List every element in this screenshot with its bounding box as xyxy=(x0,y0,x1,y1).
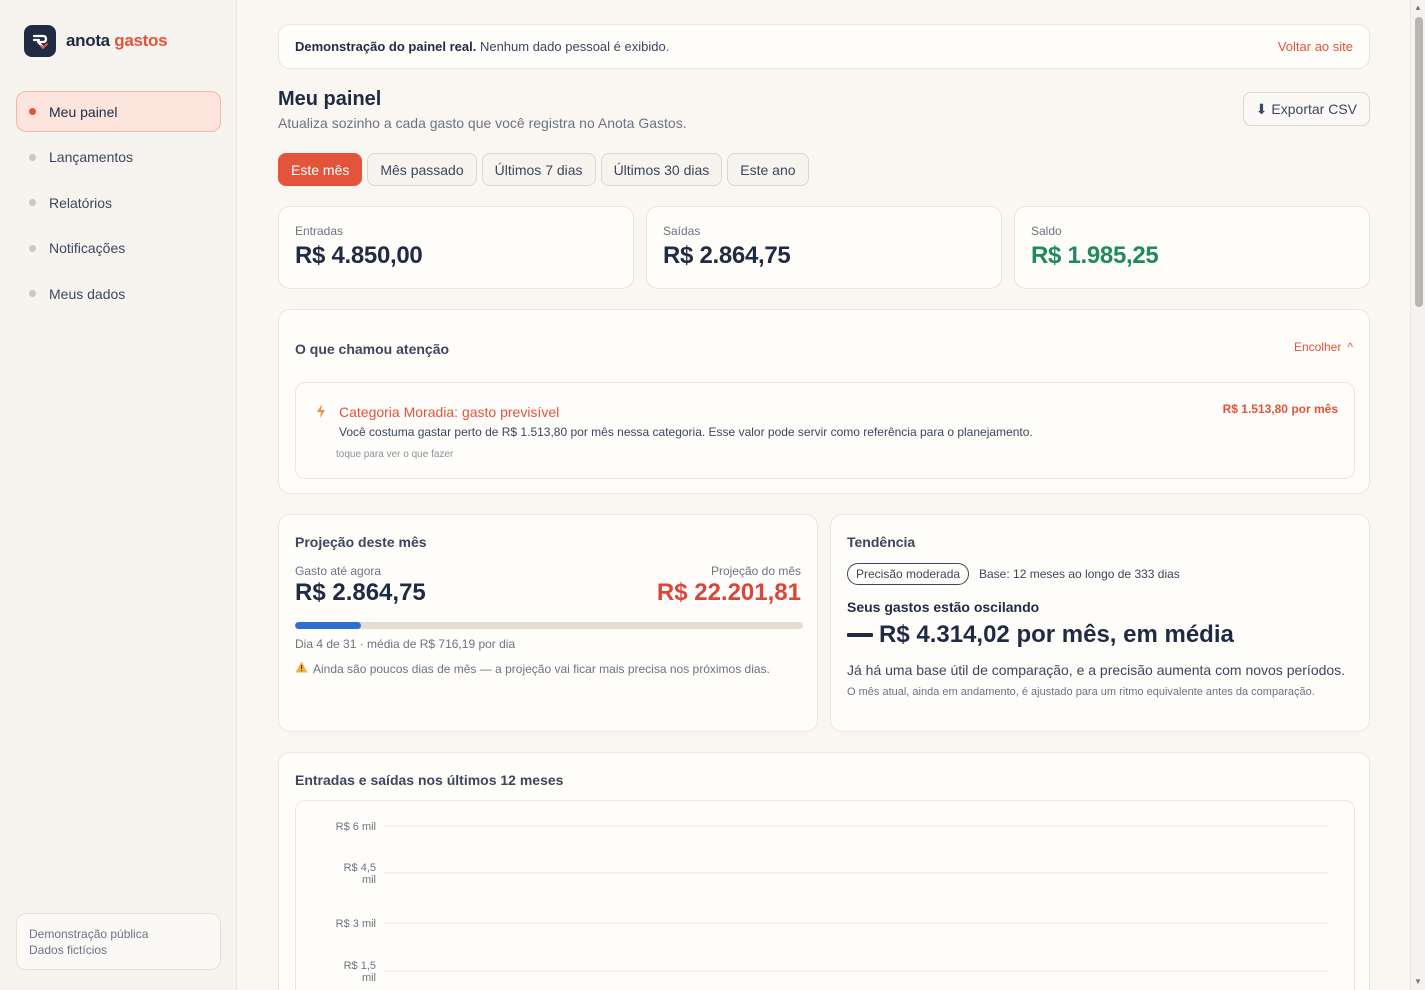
spent-so-far-value: R$ 2.864,75 xyxy=(295,579,426,606)
flat-trend-icon xyxy=(847,633,873,637)
period-tabs: Este mês Mês passado Últimos 7 dias Últi… xyxy=(278,153,809,186)
chart-svg: R$ 6 mil R$ 4,5 mil R$ 3 mil R$ 1,5 mil xyxy=(336,821,1328,984)
scroll-down-icon[interactable]: ▼ xyxy=(1414,977,1422,986)
attention-title: O que chamou atenção xyxy=(295,341,450,357)
sidebar: anota gastos Meu painel Lançamentos Rela… xyxy=(0,0,237,990)
collapse-button[interactable]: Encolher ^ xyxy=(1294,340,1353,354)
trend-base-info: Base: 12 meses ao longo de 333 dias xyxy=(979,567,1180,581)
sidebar-item-label: Meus dados xyxy=(49,285,126,302)
income-label: Entradas xyxy=(295,224,344,238)
sidebar-item-label: Notificações xyxy=(49,240,126,256)
attention-section: O que chamou atenção Encolher ^ Categori… xyxy=(278,309,1370,494)
nav-dot-icon xyxy=(29,199,36,206)
sidebar-item-meus-dados[interactable]: Meus dados xyxy=(16,273,221,314)
warning-icon xyxy=(295,661,308,676)
y-tick-label: R$ 6 mil xyxy=(336,821,376,833)
trend-average: R$ 4.314,02 por mês, em média xyxy=(847,621,1234,649)
precision-badge: Precisão moderada xyxy=(847,563,970,585)
y-tick-label: R$ 3 mil xyxy=(336,918,376,930)
warning-text: Ainda são poucos dias de mês — a projeçã… xyxy=(313,661,770,676)
nav-dot-icon xyxy=(29,153,36,161)
projection-info: Dia 4 de 31 · média de R$ 716,19 por dia xyxy=(295,637,516,651)
insight-hint: toque para ver o que fazer xyxy=(336,449,454,460)
spent-so-far-label: Gasto até agora xyxy=(295,564,382,578)
income-card: Entradas R$ 4.850,00 xyxy=(278,206,634,289)
balance-card: Saldo R$ 1.985,25 xyxy=(1014,206,1370,289)
demo-notice-line2: Dados fictícios xyxy=(29,943,108,957)
brand-logo-icon xyxy=(24,25,56,57)
demo-banner-text: Demonstração do painel real. Nenhum dado… xyxy=(295,39,669,54)
demo-banner-desc: Nenhum dado pessoal é exibido. xyxy=(476,39,670,54)
tab-este-mes[interactable]: Este mês xyxy=(278,153,363,186)
nav-dot-icon xyxy=(29,108,36,115)
sidebar-item-label: Meu painel xyxy=(49,103,118,120)
projection-title: Projeção deste mês xyxy=(295,534,427,550)
tab-este-ano[interactable]: Este ano xyxy=(727,153,809,186)
sidebar-item-label: Relatórios xyxy=(49,194,113,211)
demo-banner: Demonstração do painel real. Nenhum dado… xyxy=(278,24,1370,69)
month-projection-value: R$ 22.201,81 xyxy=(656,579,801,606)
trend-note-2: O mês atual, ainda em andamento, é ajust… xyxy=(847,686,1315,698)
demo-notice: Demonstração pública Dados fictícios xyxy=(16,913,221,970)
demo-banner-bold: Demonstração do painel real. xyxy=(295,39,477,54)
demo-notice-line1: Demonstração pública xyxy=(29,927,149,941)
projection-card: Projeção deste mês Gasto até agora R$ 2.… xyxy=(278,514,818,732)
collapse-label: Encolher xyxy=(1293,340,1342,354)
expense-value: R$ 2.864,75 xyxy=(663,242,791,269)
month-progress-bar xyxy=(295,622,803,629)
page-scrollbar[interactable]: ▲ ▼ xyxy=(1410,0,1425,990)
export-csv-label: Exportar CSV xyxy=(1271,101,1357,117)
y-tick-label: R$ 4,5 mil xyxy=(344,862,376,886)
lightning-icon xyxy=(316,404,326,423)
insight-title: Categoria Moradia: gasto previsível xyxy=(339,404,560,420)
trend-note-1: Já há uma base útil de comparação, e a p… xyxy=(847,662,1346,678)
expense-label: Saídas xyxy=(663,224,701,238)
expense-card: Saídas R$ 2.864,75 xyxy=(646,206,1002,289)
sidebar-item-relatorios[interactable]: Relatórios xyxy=(16,182,221,223)
page-title: Meu painel xyxy=(278,88,382,110)
chart-title: Entradas e saídas nos últimos 12 meses xyxy=(295,772,564,788)
income-value: R$ 4.850,00 xyxy=(295,242,423,269)
brand-logo[interactable]: anota gastos xyxy=(24,25,168,57)
scrollbar-thumb[interactable] xyxy=(1415,17,1423,307)
sidebar-item-label: Lançamentos xyxy=(49,149,134,165)
tab-ultimos-30-dias[interactable]: Últimos 30 dias xyxy=(600,153,723,186)
insight-amount: R$ 1.513,80 por mês xyxy=(1222,402,1338,416)
nav-dot-icon xyxy=(29,244,36,252)
month-progress-fill xyxy=(295,622,362,629)
sidebar-nav: Meu painel Lançamentos Relatórios Notifi… xyxy=(16,91,221,319)
month-projection-label: Projeção do mês xyxy=(710,564,801,578)
tab-ultimos-7-dias[interactable]: Últimos 7 dias xyxy=(481,153,596,186)
page-subtitle: Atualiza sozinho a cada gasto que você r… xyxy=(278,115,687,131)
download-icon: ⬇ xyxy=(1255,100,1268,117)
brand-word-1: anota xyxy=(66,31,110,50)
brand-name: anota gastos xyxy=(66,31,168,51)
export-csv-button[interactable]: ⬇ Exportar CSV xyxy=(1242,92,1370,126)
sidebar-item-lancamentos[interactable]: Lançamentos xyxy=(16,137,221,178)
trend-status: Seus gastos estão oscilando xyxy=(847,599,1040,615)
projection-warning: Ainda são poucos dias de mês — a projeçã… xyxy=(295,661,770,676)
chevron-up-icon: ^ xyxy=(1347,340,1353,354)
y-tick-label: R$ 1,5 mil xyxy=(344,960,376,984)
income-expense-chart-card: Entradas e saídas nos últimos 12 meses R… xyxy=(278,752,1370,990)
nav-dot-icon xyxy=(29,290,36,297)
sidebar-item-meu-painel[interactable]: Meu painel xyxy=(16,91,221,132)
balance-value: R$ 1.985,25 xyxy=(1031,242,1159,269)
insight-description: Você costuma gastar perto de R$ 1.513,80… xyxy=(339,425,1033,439)
trend-title: Tendência xyxy=(847,534,916,550)
trend-card: Tendência Precisão moderada Base: 12 mes… xyxy=(830,514,1370,732)
tab-mes-passado[interactable]: Mês passado xyxy=(367,153,477,186)
scroll-up-icon[interactable]: ▲ xyxy=(1414,3,1422,12)
sidebar-item-notificacoes[interactable]: Notificações xyxy=(16,228,221,269)
back-to-site-link[interactable]: Voltar ao site xyxy=(1277,39,1353,54)
balance-label: Saldo xyxy=(1031,224,1062,238)
insight-item[interactable]: Categoria Moradia: gasto previsível R$ 1… xyxy=(295,382,1355,479)
chart-area: R$ 6 mil R$ 4,5 mil R$ 3 mil R$ 1,5 mil xyxy=(295,800,1355,990)
brand-word-2: gastos xyxy=(114,31,168,50)
trend-average-value: R$ 4.314,02 por mês, em média xyxy=(879,621,1234,648)
